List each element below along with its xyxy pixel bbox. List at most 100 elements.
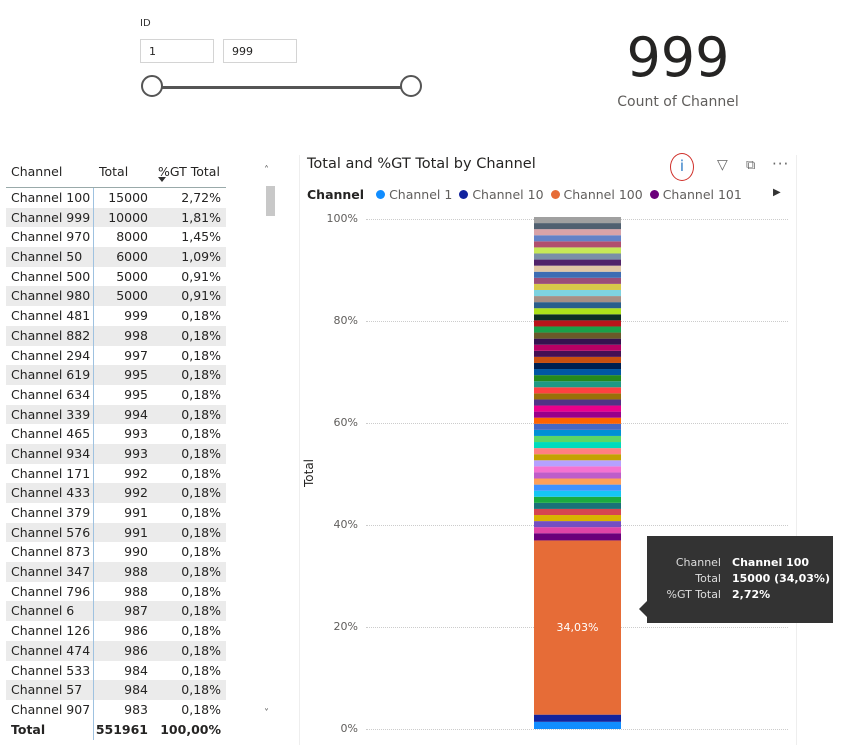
bar-segment[interactable] — [534, 405, 621, 412]
bar-segment[interactable] — [534, 223, 621, 230]
slicer-min-input[interactable]: 1 — [140, 39, 214, 63]
bar-segment[interactable] — [534, 332, 621, 339]
table-row[interactable]: Channel 873 990 0,18% — [6, 542, 226, 562]
slider-min-handle[interactable] — [141, 75, 163, 97]
bar-segment[interactable] — [534, 369, 621, 376]
bar-segment[interactable] — [534, 302, 621, 309]
info-icon[interactable]: i — [670, 153, 694, 181]
bar-segment[interactable] — [534, 314, 621, 321]
bar-segment[interactable] — [534, 253, 621, 260]
bar-segment-channel-101[interactable] — [534, 533, 621, 541]
focus-mode-icon[interactable]: ⧉ — [746, 158, 756, 173]
bar-segment[interactable] — [534, 466, 621, 473]
legend-item[interactable]: Channel 101 — [649, 187, 742, 202]
bar-segment[interactable] — [534, 326, 621, 333]
bar-segment[interactable] — [534, 265, 621, 272]
bar-segment[interactable] — [534, 460, 621, 467]
bar-segment[interactable] — [534, 472, 621, 479]
bar-segment[interactable] — [534, 289, 621, 297]
bar-segment[interactable] — [534, 490, 621, 497]
bar-segment[interactable] — [534, 271, 621, 278]
bar-segment[interactable] — [534, 521, 621, 528]
table-row[interactable]: Channel 294 997 0,18% — [6, 346, 226, 366]
table-row[interactable]: Channel 50 6000 1,09% — [6, 247, 226, 267]
table-row[interactable]: Channel 934 993 0,18% — [6, 443, 226, 464]
bar-segment[interactable] — [534, 417, 621, 424]
bar-segment[interactable] — [534, 508, 621, 516]
table-row[interactable]: Channel 379 991 0,18% — [6, 503, 226, 523]
more-options-icon[interactable]: ··· — [772, 155, 790, 173]
bar-segment[interactable] — [534, 399, 621, 406]
bar-segment[interactable] — [534, 356, 621, 363]
table-row[interactable]: Channel 100 15000 2,72% — [6, 188, 226, 208]
slider-max-handle[interactable] — [400, 75, 422, 97]
bar-segment[interactable] — [534, 344, 621, 351]
scroll-up-icon[interactable]: ˄ — [264, 165, 269, 176]
table-row[interactable]: Channel 907 983 0,18% — [6, 700, 226, 720]
bar-segment-channel-100[interactable] — [534, 540, 621, 715]
slicer-max-input[interactable]: 999 — [223, 39, 297, 63]
bar-segment[interactable] — [534, 442, 621, 449]
bar-segment[interactable] — [534, 423, 621, 430]
table-row[interactable]: Channel 339 994 0,18% — [6, 404, 226, 425]
bar-segment[interactable] — [534, 229, 621, 236]
scrollbar-thumb[interactable] — [266, 186, 275, 216]
table-row[interactable]: Channel 533 984 0,18% — [6, 661, 226, 681]
bar-segment[interactable] — [534, 277, 621, 284]
sort-descending-icon[interactable] — [158, 177, 166, 182]
bar-segment[interactable] — [534, 515, 621, 522]
scroll-down-icon[interactable]: ˅ — [264, 708, 269, 719]
table-row[interactable]: Channel 882 998 0,18% — [6, 325, 226, 346]
table-row[interactable]: Channel 57 984 0,18% — [6, 680, 226, 700]
legend-item[interactable]: Channel 1 — [376, 187, 452, 202]
bar-segment[interactable] — [534, 502, 621, 509]
bar-segment-channel-1[interactable] — [534, 721, 621, 729]
bar-segment[interactable] — [534, 375, 621, 382]
bar-segment[interactable] — [534, 362, 621, 370]
bar-segment[interactable] — [534, 387, 621, 394]
bar-segment[interactable] — [534, 350, 621, 357]
bar-segment[interactable] — [534, 484, 621, 491]
bar-segment[interactable] — [534, 259, 621, 266]
table-row[interactable]: Channel 634 995 0,18% — [6, 385, 226, 405]
bar-segment[interactable] — [534, 527, 621, 534]
filter-icon[interactable]: ▽ — [717, 157, 728, 173]
header-total[interactable]: Total — [99, 164, 129, 179]
bar-segment[interactable] — [534, 296, 621, 303]
bar-segment[interactable] — [534, 435, 621, 443]
table-row[interactable]: Channel 481 999 0,18% — [6, 306, 226, 326]
legend-next-icon[interactable]: ▶ — [773, 187, 781, 198]
table-row[interactable]: Channel 474 986 0,18% — [6, 640, 226, 661]
bar-segment[interactable] — [534, 308, 621, 315]
table-row[interactable]: Channel 500 5000 0,91% — [6, 267, 226, 287]
bar-segment[interactable] — [534, 496, 621, 503]
bar-segment[interactable] — [534, 381, 621, 388]
slider-track[interactable] — [154, 86, 412, 89]
bar-segment[interactable] — [534, 478, 621, 485]
header-gt-total[interactable]: %GT Total — [158, 164, 220, 179]
bar-segment[interactable] — [534, 217, 621, 224]
bar-segment[interactable] — [534, 241, 621, 248]
legend-item[interactable]: Channel 10 — [459, 187, 544, 202]
table-row[interactable]: Channel 796 988 0,18% — [6, 582, 226, 602]
header-channel[interactable]: Channel — [11, 164, 63, 179]
table-row[interactable]: Channel 970 8000 1,45% — [6, 227, 226, 247]
bar-segment[interactable] — [534, 338, 621, 345]
table-row[interactable]: Channel 126 986 0,18% — [6, 621, 226, 641]
bar-segment[interactable] — [534, 283, 621, 290]
bar-segment[interactable] — [534, 247, 621, 254]
table-row[interactable]: Channel 433 992 0,18% — [6, 483, 226, 503]
bar-segment[interactable] — [534, 411, 621, 418]
table-row[interactable]: Channel 347 988 0,18% — [6, 562, 226, 582]
table-row[interactable]: Channel 980 5000 0,91% — [6, 286, 226, 307]
bar-segment[interactable] — [534, 448, 621, 455]
legend-item[interactable]: Channel 100 — [550, 187, 643, 202]
bar-segment[interactable] — [534, 393, 621, 400]
bar-segment[interactable] — [534, 429, 621, 436]
table-row[interactable]: Channel 999 10000 1,81% — [6, 207, 226, 228]
bar-segment[interactable] — [534, 235, 621, 242]
table-row[interactable]: Channel 465 993 0,18% — [6, 424, 226, 444]
bar-segment-channel-10[interactable] — [534, 714, 621, 722]
bar-segment[interactable] — [534, 454, 621, 461]
table-row[interactable]: Channel 576 991 0,18% — [6, 522, 226, 543]
